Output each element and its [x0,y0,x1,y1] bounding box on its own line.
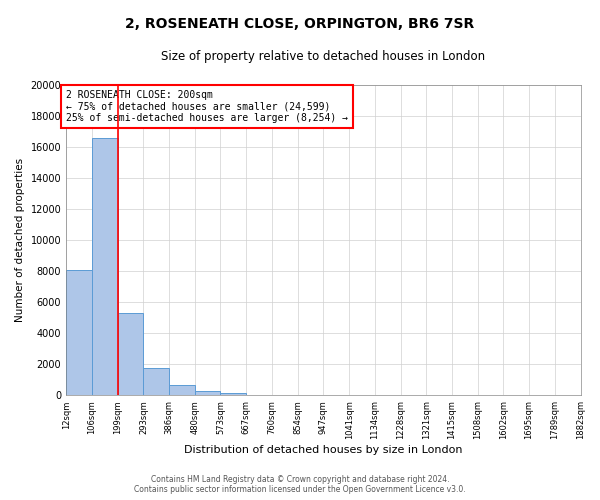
Bar [143,368,169,396]
Bar [92,138,118,396]
Text: 2 ROSENEATH CLOSE: 200sqm
← 75% of detached houses are smaller (24,599)
25% of s: 2 ROSENEATH CLOSE: 200sqm ← 75% of detac… [66,90,348,123]
Bar [66,270,92,396]
Bar [195,391,220,396]
Bar [220,393,247,396]
Text: 2, ROSENEATH CLOSE, ORPINGTON, BR6 7SR: 2, ROSENEATH CLOSE, ORPINGTON, BR6 7SR [125,18,475,32]
Text: Contains HM Land Registry data © Crown copyright and database right 2024.
Contai: Contains HM Land Registry data © Crown c… [134,474,466,494]
Bar [169,384,195,396]
Bar [118,313,143,396]
Y-axis label: Number of detached properties: Number of detached properties [15,158,25,322]
Title: Size of property relative to detached houses in London: Size of property relative to detached ho… [161,50,485,63]
X-axis label: Distribution of detached houses by size in London: Distribution of detached houses by size … [184,445,463,455]
